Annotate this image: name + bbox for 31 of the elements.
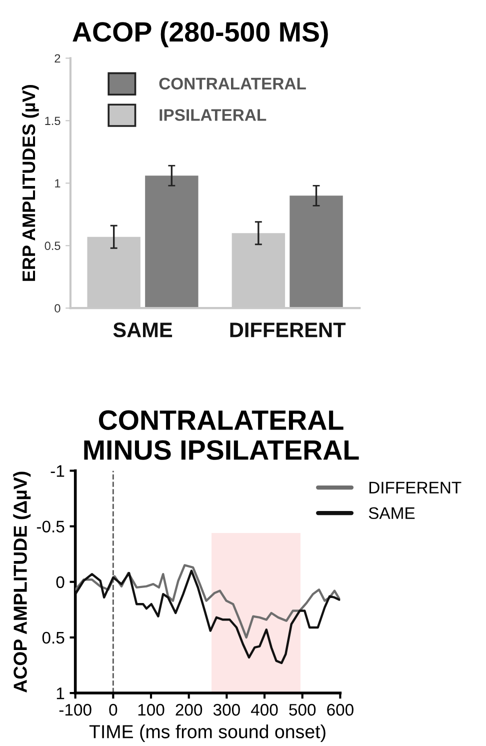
bar <box>290 196 343 308</box>
legend-label: DIFFERENT <box>369 482 462 494</box>
x-axis-title: TIME (ms from sound onset) <box>89 724 326 742</box>
y-tick-label: -0.5 <box>36 520 64 533</box>
y-tick-label: 1 <box>55 179 60 188</box>
y-tick-label: 0 <box>56 576 64 588</box>
x-tick-label: 400 <box>251 704 278 716</box>
x-tick-label: 300 <box>213 704 240 716</box>
y-tick-label: 2 <box>54 54 60 62</box>
legend-label: SAME <box>368 507 415 520</box>
y-axis-title: ERP AMPLITUDES (µV) <box>22 85 39 281</box>
y-tick-label: 1.5 <box>45 116 60 126</box>
y-tick-label: 0.5 <box>44 242 60 250</box>
line-series <box>75 564 340 639</box>
y-axis-title: ACOP AMPLITUDE (ΔµV) <box>13 472 31 693</box>
chart-title: ACOP (280-500 MS) <box>72 21 328 48</box>
legend-label: CONTRALATERAL <box>159 78 306 90</box>
x-tick-label: 0 <box>109 704 118 716</box>
x-tick-label: 200 <box>176 704 202 716</box>
x-tick-label: -100 <box>59 704 92 716</box>
x-tick-label: 600 <box>327 704 354 716</box>
line-series <box>75 570 340 664</box>
y-tick-label: 0.5 <box>42 632 64 644</box>
y-tick-label: -1 <box>50 465 64 477</box>
x-tick-label: 100 <box>138 704 164 716</box>
y-tick-label: 1 <box>56 688 64 700</box>
y-tick-label: 0 <box>54 304 60 312</box>
bar <box>145 176 198 308</box>
legend-label: IPSILATERAL <box>160 109 266 121</box>
x-tick-label: 500 <box>289 704 316 716</box>
chart-title: CONTRALATERAL MINUS IPSILATERAL <box>84 410 359 460</box>
